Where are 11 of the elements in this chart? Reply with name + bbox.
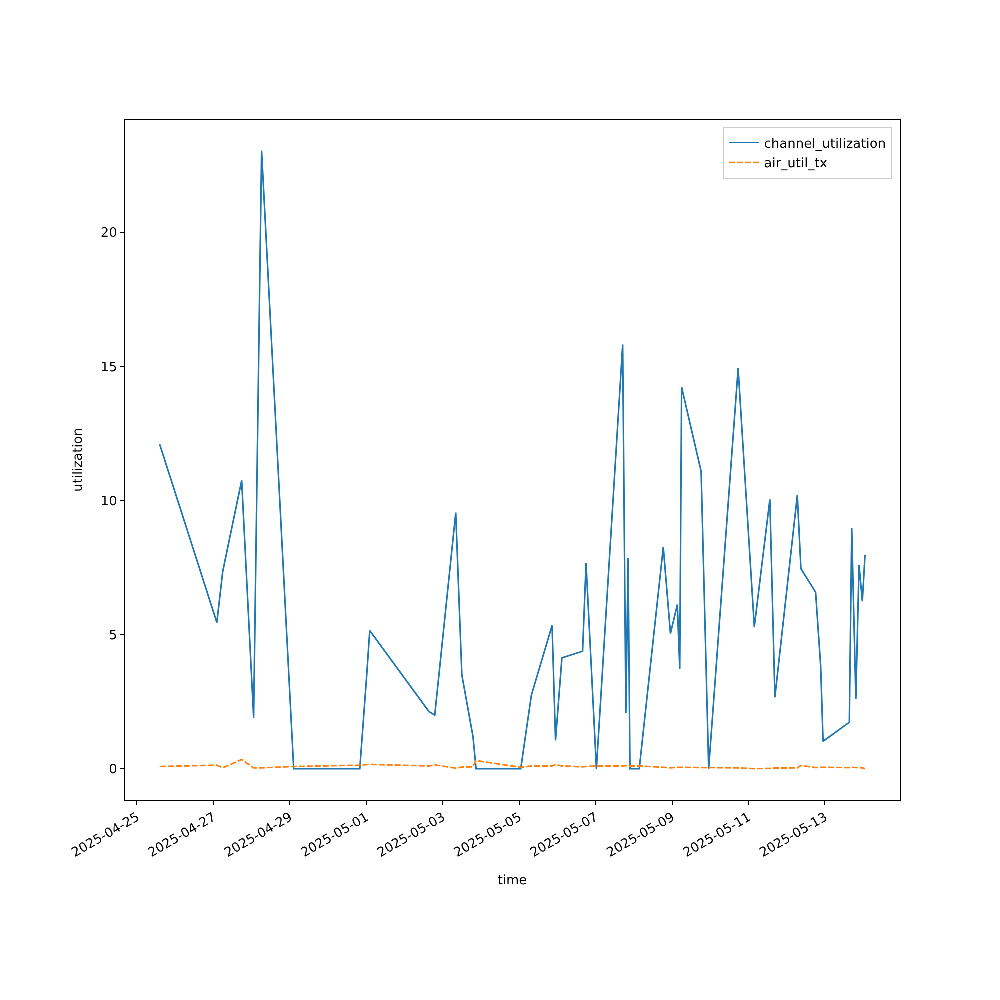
legend-label: air_util_tx — [764, 156, 828, 172]
y-tick-label: 0 — [109, 762, 118, 778]
line-series — [159, 150, 866, 770]
y-tick-label: 15 — [100, 360, 118, 376]
line-series — [159, 758, 866, 770]
y-axis-title: utilization — [70, 428, 86, 492]
y-tick-label: 5 — [109, 628, 118, 644]
legend-label: channel_utilization — [764, 136, 886, 152]
y-tick-label: 10 — [100, 494, 118, 510]
y-tick-label: 20 — [100, 226, 118, 242]
x-axis-title: time — [498, 874, 528, 889]
